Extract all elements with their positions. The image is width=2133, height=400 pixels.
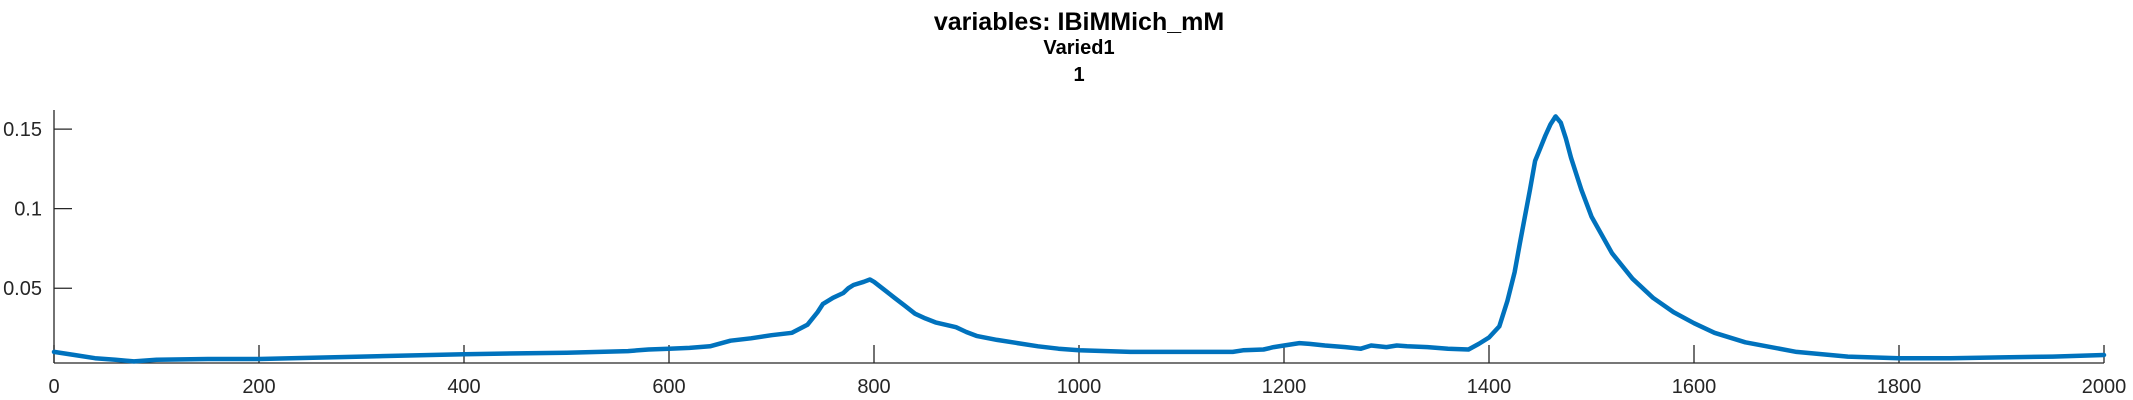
axes: 0 200 400 600 800 1000 1200 1400 1600 1800 2000 0.0… (3, 110, 2126, 398)
x-tick-label: 1200 (1262, 376, 1307, 398)
x-tick-label: 200 (242, 376, 275, 398)
x-tick-label: 600 (652, 376, 685, 398)
chart-subtitle-line: Varied1 (1043, 37, 1114, 59)
x-tick-label: 1800 (1877, 376, 1922, 398)
x-tick-label: 2000 (2082, 376, 2127, 398)
y-tick-label: 0.05 (3, 278, 42, 300)
x-tick-label: 1600 (1672, 376, 1717, 398)
x-tick-label: 400 (447, 376, 480, 398)
x-tick-label: 0 (48, 376, 59, 398)
y-tick-label: 0.15 (3, 119, 42, 141)
chart-title: variables: IBiMMich_mM (934, 8, 1224, 36)
chart-subtitle-line: 1 (1073, 64, 1084, 86)
series-group (51, 114, 2107, 364)
x-tick-label: 800 (857, 376, 890, 398)
x-tick-label: 1400 (1467, 376, 1512, 398)
y-tick-label: 0.1 (14, 199, 42, 221)
series-line (51, 114, 2107, 364)
x-tick-label: 1000 (1057, 376, 1102, 398)
